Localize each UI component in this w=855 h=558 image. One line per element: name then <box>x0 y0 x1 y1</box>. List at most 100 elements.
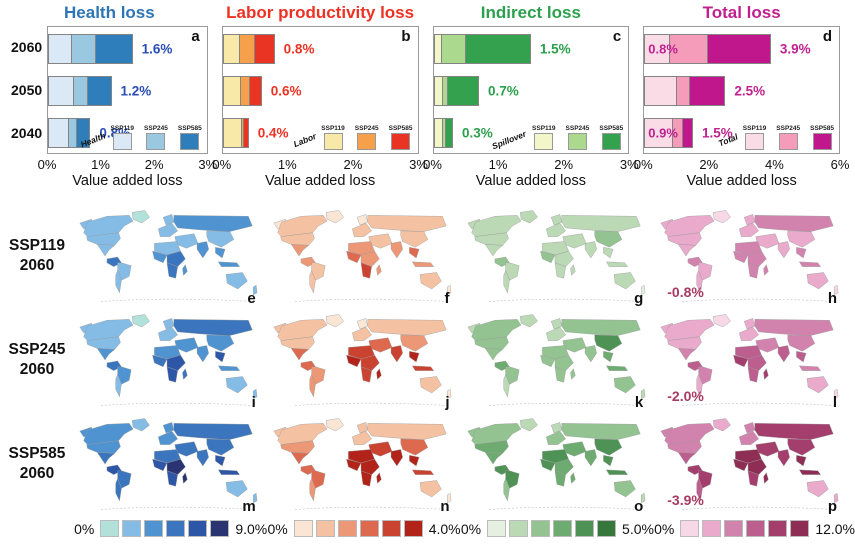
colorbar-swatch <box>702 520 722 537</box>
map-region-seasia <box>215 351 226 363</box>
map-row-ssp119: SSP119 2060 e f g h -0.8% <box>0 204 849 308</box>
map-region-russia <box>561 215 641 232</box>
map-region-australia <box>225 480 248 498</box>
map-region-southernafrica <box>360 470 372 487</box>
chart-legend: Health SSP119 SSP245 SSP585 <box>79 125 202 150</box>
map-panel-letter: p <box>827 498 837 515</box>
legend-ssp-label: SSP585 <box>810 125 834 132</box>
legend-ssp-label: SSP245 <box>565 125 590 132</box>
legend-ssp-label: SSP119 <box>110 125 135 132</box>
legend-items: SSP119 SSP245 SSP585 <box>532 125 623 150</box>
legend-color-swatch <box>567 133 587 150</box>
map-region-mexico <box>484 348 503 361</box>
map-region-westafrica <box>345 354 362 368</box>
map-region-europe <box>158 430 178 445</box>
map-region-mexico <box>290 244 309 257</box>
map-region-australia <box>419 272 442 290</box>
map-row-label: SSP245 2060 <box>0 340 74 380</box>
x-tick-label: 1% <box>277 157 297 172</box>
map-region-europe <box>351 430 372 445</box>
map-region-indonesia <box>411 469 434 475</box>
map-region-westafrica <box>345 458 362 472</box>
legend-item-SSP119: SSP119 <box>532 125 556 150</box>
map-region-europe <box>545 430 566 445</box>
colorbar-swatch <box>575 520 595 537</box>
map-panel-letter: n <box>440 498 450 515</box>
colorbar-swatch <box>487 520 507 537</box>
map-region-southernafrica <box>748 366 760 383</box>
map-region-canada <box>470 215 521 237</box>
map-region-russia <box>754 423 834 440</box>
world-map-n <box>273 418 452 510</box>
panel-letter: d <box>822 28 832 45</box>
bar-value-label: 1.5% <box>701 125 733 141</box>
chart-title: Total loss <box>702 3 781 22</box>
map-region-newzealand <box>834 492 839 504</box>
legend-series-name: Total <box>716 131 739 149</box>
map-region-greenland <box>713 210 732 224</box>
map-panel-letter: g <box>634 290 644 307</box>
map-region-russia <box>561 319 641 336</box>
legend-color-swatch <box>778 133 798 150</box>
colorbar-swatch <box>210 520 230 537</box>
colorbar-swatch <box>166 520 186 537</box>
map-region-eastafrica <box>554 458 574 475</box>
map-region-greenland <box>131 210 150 224</box>
map-region-argentina <box>502 270 510 294</box>
map-panel-g: g <box>462 204 656 308</box>
world-map-j <box>273 314 452 406</box>
map-region-seasia <box>408 247 420 259</box>
map-region-china <box>594 230 622 248</box>
x-tick-label: 3% <box>409 157 428 172</box>
chart-legend: Total SSP119 SSP245 SSP585 <box>716 125 834 150</box>
map-region-madagascar <box>376 264 382 276</box>
legend-color-swatch <box>812 133 832 150</box>
map-region-india <box>584 241 597 259</box>
map-region-russia <box>754 319 834 336</box>
panel-letter: b <box>401 28 411 45</box>
map-row-label-scenario: SSP585 <box>8 444 66 462</box>
legend-ssp-label: SSP119 <box>532 125 556 132</box>
map-region-newzealand <box>446 492 452 504</box>
map-region-newzealand <box>446 284 452 296</box>
world-map-p <box>660 418 839 510</box>
map-region-madagascar <box>182 368 188 380</box>
antarctica-outline <box>488 402 641 406</box>
map-region-southernafrica <box>166 470 178 487</box>
map-annotation: -3.9% <box>667 492 704 508</box>
map-region-europe <box>351 326 372 341</box>
antarctica-outline <box>294 506 447 510</box>
map-region-china <box>787 230 816 248</box>
world-map-o <box>467 418 645 510</box>
map-region-greenland <box>519 210 538 224</box>
map-region-seasia <box>796 455 807 467</box>
chart-panel-b: Labor productivity loss b 0.8% 0.6% 0.4% Labo… <box>212 3 428 189</box>
map-region-madagascar <box>763 264 769 276</box>
legend-color-swatch <box>391 133 411 150</box>
colorbar-min-label: 0% <box>460 520 482 537</box>
map-region-australia <box>225 376 248 394</box>
map-region-mexico <box>678 452 697 465</box>
colorbar-swatch <box>188 520 208 537</box>
colorbar-swatch <box>122 520 142 537</box>
chart-body: d 3.9% 0.8% 2.5% 1.5% 0.9% Total SSP119 SSP245 SS… <box>634 26 849 189</box>
x-tick-label: 3% <box>619 157 639 172</box>
colorbar-swatch <box>509 520 529 537</box>
map-region-canada <box>83 319 134 341</box>
map-region-madagascar <box>763 368 769 380</box>
map-region-westafrica <box>345 250 362 264</box>
map-region-argentina <box>309 374 316 398</box>
chart-panel-a: Health loss 2060 2050 2040 a 1.6% 1.2% 0.8%Heal… <box>4 3 217 189</box>
bar-segment-SSP119 <box>222 34 241 64</box>
legend-item-SSP585: SSP585 <box>599 125 623 150</box>
colorbar-max-label: 4.0% <box>428 520 461 537</box>
map-region-southernafrica <box>166 366 178 383</box>
map-region-mexico <box>484 244 503 257</box>
world-map-i <box>79 314 258 406</box>
map-panel-letter: m <box>242 498 256 515</box>
antarctica-outline <box>488 506 641 510</box>
colorbar-swatch <box>144 520 164 537</box>
colorbar-swatches <box>487 520 617 537</box>
bar-segment-SSP119 <box>222 76 241 106</box>
map-region-madagascar <box>763 472 769 484</box>
